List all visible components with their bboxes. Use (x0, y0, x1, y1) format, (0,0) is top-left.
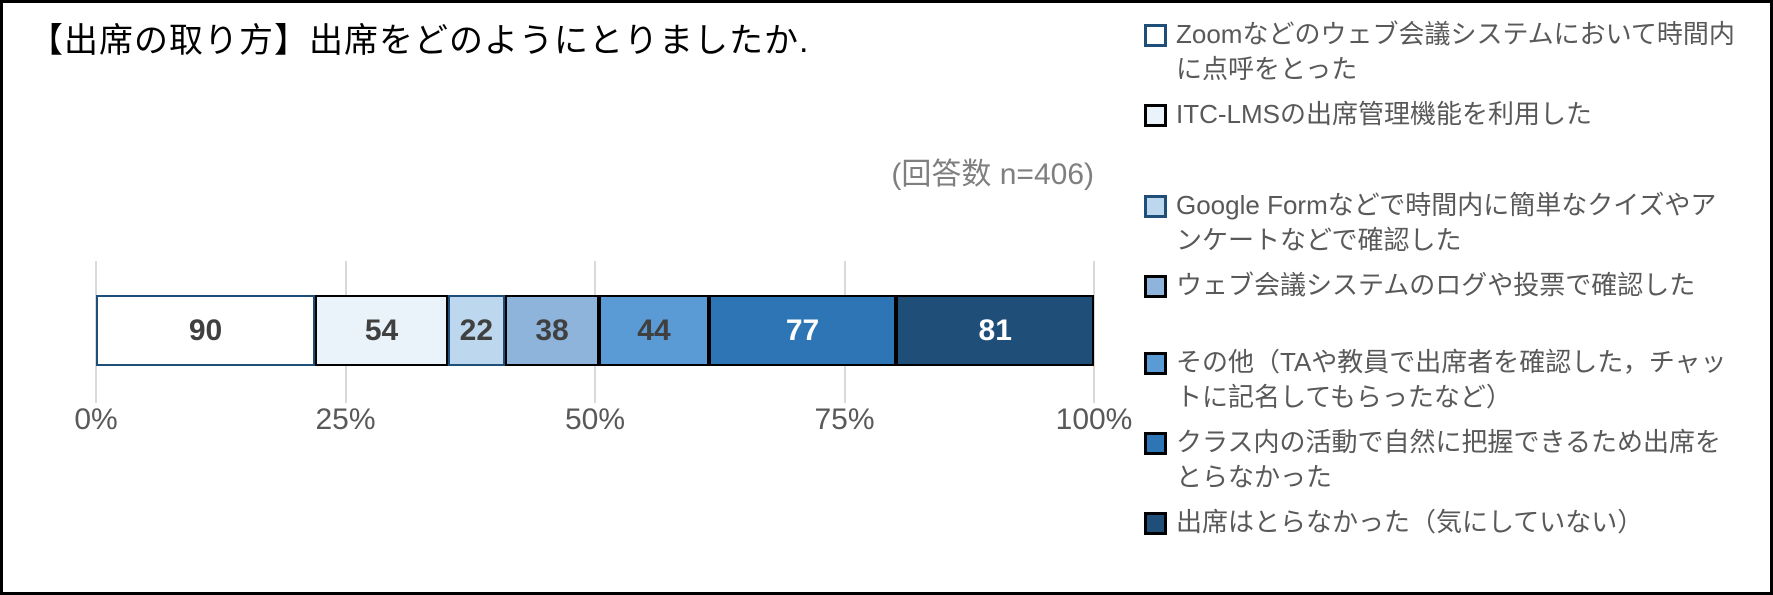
legend-label-line: Google Formなどで時間内に簡単なクイズやア (1176, 190, 1717, 220)
x-axis-tick-label: 50% (564, 403, 626, 436)
x-axis-tick-label: 25% (315, 403, 376, 436)
legend-item: Google Formなどで時間内に簡単なクイズやア ンケートなどで確認した (1144, 188, 1766, 258)
bar-segment: 81 (896, 295, 1094, 366)
legend-label: Zoomなどのウェブ会議システムにおいて時間内 に点呼をとった (1176, 17, 1735, 87)
legend-label-line: トに記名してもらったなど） (1176, 382, 1512, 412)
legend-label: クラス内の活動で自然に把握できるため出席を とらなかった (1176, 425, 1721, 495)
bar-value-label: 38 (535, 313, 569, 347)
bar-value-label: 90 (188, 313, 223, 347)
bar-segment: 22 (448, 295, 505, 366)
legend-item: ウェブ会議システムのログや投票で確認した (1144, 268, 1766, 303)
legend-item: ITC-LMSの出席管理機能を利用した (1144, 97, 1766, 132)
response-count-note: (回答数 n=406) (891, 158, 1094, 191)
legend-label: ITC-LMSの出席管理機能を利用した (1176, 97, 1592, 132)
legend-marker-icon (1144, 275, 1167, 298)
bar-value-label: 54 (364, 313, 399, 347)
legend-label-line: とらなかった (1176, 462, 1333, 492)
bar-stack: 90 54 22 38 44 77 81 (96, 295, 1094, 366)
legend-item: クラス内の活動で自然に把握できるため出席を とらなかった (1144, 425, 1766, 495)
bar-value-label: 77 (785, 313, 820, 347)
legend: Zoomなどのウェブ会議システムにおいて時間内 に点呼をとった ITC-LMSの出席… (1144, 17, 1766, 550)
bar-segment: 90 (96, 295, 316, 366)
legend-marker-icon (1144, 352, 1167, 375)
bar-segment: 44 (599, 295, 709, 366)
legend-label-line: Zoomなどのウェブ会議システムにおいて時間内 (1176, 19, 1735, 49)
legend-label-line: ウェブ会議システムのログや投票で確認した (1176, 270, 1696, 300)
bar-segment: 54 (315, 295, 449, 366)
x-axis-tick-label: 0% (74, 403, 118, 436)
legend-label-line: ンケートなどで確認した (1176, 225, 1462, 255)
chart-title: 【出席の取り方】出席をどのようにとりましたか. (29, 22, 810, 60)
legend-marker-icon (1144, 512, 1167, 535)
bar-segment: 38 (504, 295, 600, 366)
legend-label-line: ITC-LMSの出席管理機能を利用した (1176, 99, 1593, 129)
legend-label-line: クラス内の活動で自然に把握できるため出席を (1176, 427, 1721, 457)
legend-label-line: に点呼をとった (1176, 54, 1358, 84)
x-axis-tick-label: 75% (814, 403, 875, 436)
legend-label: 出席はとらなかった（気にしていない） (1176, 505, 1643, 540)
legend-item: Zoomなどのウェブ会議システムにおいて時間内 に点呼をとった (1144, 17, 1766, 87)
plot-area: 90 54 22 38 44 77 81 0% 25% 50% 75% 100% (74, 3, 1132, 592)
legend-label: その他（TAや教員で出席者を確認した，チャッ トに記名してもらったなど） (1176, 345, 1727, 415)
bar-segment: 77 (708, 295, 897, 366)
bar-value-label: 44 (637, 313, 671, 347)
legend-item: 出席はとらなかった（気にしていない） (1144, 505, 1766, 540)
legend-label-line: 出席はとらなかった（気にしていない） (1176, 507, 1644, 537)
legend-marker-icon (1144, 195, 1167, 218)
legend-label: Google Formなどで時間内に簡単なクイズやア ンケートなどで確認した (1176, 188, 1716, 258)
legend-marker-icon (1144, 104, 1167, 127)
legend-label: ウェブ会議システムのログや投票で確認した (1176, 268, 1695, 303)
bar-value-label: 81 (978, 313, 1012, 347)
legend-label-line: その他（TAや教員で出席者を確認した，チャッ (1176, 347, 1727, 377)
bar-value-label: 22 (459, 313, 494, 347)
legend-marker-icon (1144, 432, 1167, 455)
legend-item: その他（TAや教員で出席者を確認した，チャッ トに記名してもらったなど） (1144, 345, 1766, 415)
legend-marker-icon (1144, 24, 1167, 47)
x-axis-tick-label: 100% (1055, 403, 1133, 436)
gridline (1093, 261, 1095, 403)
